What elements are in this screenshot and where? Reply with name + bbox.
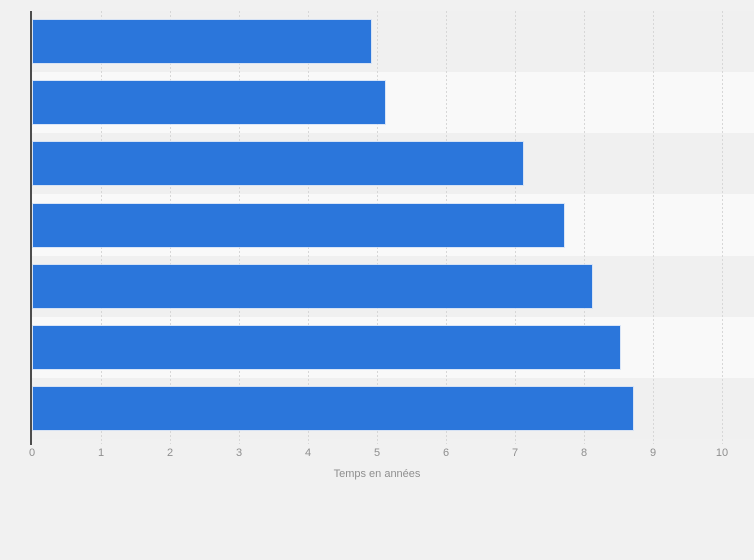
x-tick-label: 2 (166, 447, 174, 459)
x-tick-label: 10 (715, 447, 729, 459)
x-tick-label: 3 (235, 447, 243, 459)
bar[interactable] (33, 203, 565, 247)
x-tick-label: 6 (442, 447, 450, 459)
x-tick-label: 9 (649, 447, 657, 459)
x-tick-label: 7 (511, 447, 519, 459)
gridline (653, 11, 654, 444)
x-tick-label: 0 (28, 447, 36, 459)
x-axis-label: Temps en années (333, 468, 421, 480)
bar[interactable] (33, 20, 372, 64)
bar[interactable] (33, 325, 620, 369)
x-tick-label: 8 (580, 447, 588, 459)
y-axis-line (30, 11, 32, 445)
x-tick-label: 5 (373, 447, 381, 459)
bar[interactable] (33, 386, 634, 430)
bar[interactable] (33, 264, 592, 308)
gridline (722, 11, 723, 444)
gridline (584, 11, 585, 444)
bar[interactable] (33, 142, 523, 186)
bar[interactable] (33, 81, 385, 125)
x-tick-label: 1 (97, 447, 105, 459)
x-tick-label: 4 (304, 447, 312, 459)
